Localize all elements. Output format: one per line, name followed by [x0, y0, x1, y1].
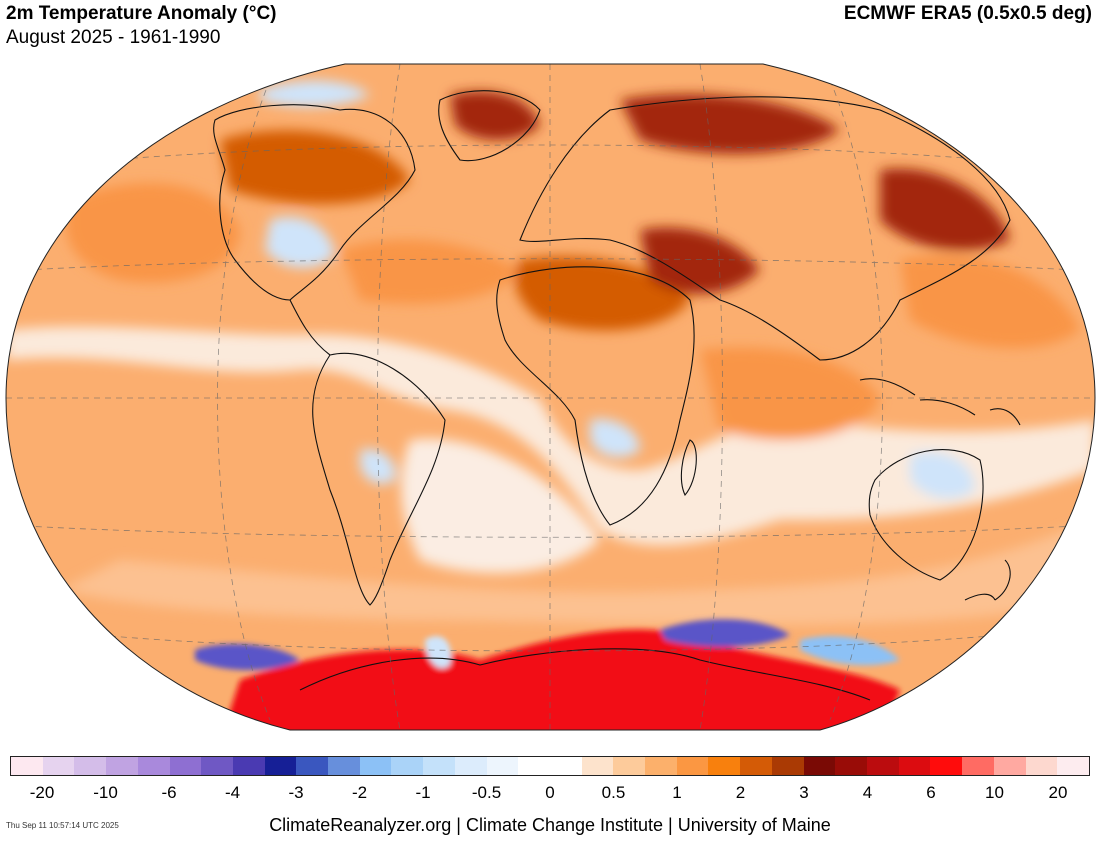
- colorbar-swatch: [1057, 757, 1089, 775]
- east-antarctic-cool: [800, 636, 900, 666]
- colorbar: [10, 756, 1090, 776]
- indian-ocean-warm: [700, 347, 880, 440]
- colorbar-tick-label: 0: [545, 783, 555, 802]
- colorbar-tick-label: -6: [161, 783, 177, 802]
- colorbar-tick-label: -2: [351, 783, 368, 802]
- greenland-coast: [438, 90, 541, 162]
- new-zealand-coast: [964, 559, 1011, 601]
- world-map-svg: [5, 63, 1096, 731]
- colorbar-tick-label: -1: [415, 783, 431, 802]
- colorbar-swatch: [296, 757, 329, 775]
- colorbar-swatch: [866, 757, 899, 775]
- colorbar-swatch: [232, 757, 265, 775]
- map-field: [6, 64, 1095, 730]
- colorbar-swatch: [391, 757, 424, 775]
- southern-ocean-neutral: [60, 520, 1095, 625]
- data-source: ECMWF ERA5 (0.5x0.5 deg): [843, 3, 1092, 24]
- antarctica-coast: [299, 648, 871, 701]
- colorbar-tick-label: 10: [985, 783, 1004, 802]
- canada-hot: [220, 130, 410, 204]
- colorbar-swatch: [993, 757, 1026, 775]
- colorbar-swatch: [803, 757, 836, 775]
- lat-30s-line: [24, 525, 1076, 538]
- colorbar-swatch: [423, 757, 455, 775]
- colorbar-swatch: [74, 757, 107, 775]
- colorbar-swatch: [518, 757, 550, 775]
- colorbar-tick-label: 2: [735, 783, 746, 802]
- madagascar-coast: [680, 439, 697, 497]
- ross-sea-cold: [660, 619, 790, 647]
- weddell-cold: [195, 643, 300, 671]
- southern-africa-cool: [590, 419, 640, 458]
- siberia-hot: [620, 94, 840, 154]
- meridian-60w: [377, 64, 401, 730]
- credits: ClimateReanalyzer.org | Climate Change I…: [269, 815, 831, 835]
- colorbar-swatch: [930, 757, 963, 775]
- colorbar-tick-label: 1: [672, 783, 682, 802]
- south-america-cool: [360, 449, 396, 485]
- anomaly-patches: [6, 80, 1095, 625]
- lat-30n-line: [24, 258, 1076, 271]
- australia-coast: [868, 449, 984, 581]
- eurasia-coast: [519, 96, 1011, 361]
- colorbar-swatch: [581, 757, 614, 775]
- colorbar-tick-label: 3: [799, 783, 809, 802]
- colorbar-swatch: [740, 757, 772, 775]
- colorbar-tick-label: -3: [288, 783, 304, 802]
- central-america-coast: [289, 299, 331, 356]
- coastlines: [213, 90, 1021, 701]
- colorbar-tick-label: -10: [93, 783, 118, 802]
- anomaly-map: [5, 63, 1096, 731]
- eastern-us-cool: [265, 216, 335, 268]
- colorbar-tick-label: -20: [29, 783, 55, 802]
- page-subtitle: August 2025 - 1961-1990: [6, 27, 221, 48]
- colorbar-swatch: [645, 757, 677, 775]
- north-america-coast: [213, 104, 416, 301]
- colorbar-swatch: [676, 757, 709, 775]
- australia-cool: [910, 451, 975, 499]
- colorbar-swatch: [454, 757, 487, 775]
- colorbar-swatch: [771, 757, 804, 775]
- colorbar-swatch: [201, 757, 233, 775]
- colorbar-swatch: [264, 757, 297, 775]
- west-pacific-warm: [900, 254, 1080, 349]
- colorbar-swatch: [962, 757, 994, 775]
- colorbar-swatch: [137, 757, 170, 775]
- greenland-hot: [450, 91, 540, 140]
- colorbar-swatch: [835, 757, 867, 775]
- africa-coast: [496, 266, 695, 526]
- peninsula-cool: [425, 636, 451, 669]
- colorbar-swatch: [11, 757, 43, 775]
- graticule: [6, 64, 1095, 730]
- colorbar-tick-label: 6: [926, 783, 936, 802]
- indonesia-coast: [859, 378, 1021, 426]
- colorbar-swatch: [486, 757, 519, 775]
- east-asia-hot: [880, 168, 1010, 251]
- colorbar-tick-label: 0.5: [601, 783, 626, 802]
- timestamp: Thu Sep 11 10:57:14 UTC 2025: [6, 821, 119, 830]
- colorbar-swatch: [549, 757, 582, 775]
- colorbar-swatch: [328, 757, 360, 775]
- colorbar-swatch: [613, 757, 646, 775]
- colorbar-swatch: [169, 757, 202, 775]
- colorbar-swatch: [42, 757, 75, 775]
- north-atlantic-warm: [340, 239, 520, 304]
- equatorial-neutral-band: [6, 326, 1095, 546]
- colorbar-tick-label: 20: [1048, 783, 1068, 802]
- page-title: 2m Temperature Anomaly (°C): [6, 3, 277, 24]
- colorbar-tick-label: 4: [862, 783, 873, 802]
- colorbar-tick-labels: -20 -10 -6 -4 -3 -2 -1 -0.5 0 0.5 1 2 3 4 6 10 20: [10, 783, 1090, 805]
- middle-east-hot: [640, 227, 760, 294]
- north-pacific-warm: [65, 183, 240, 283]
- colorbar-swatch: [1025, 757, 1058, 775]
- colorbar-tick-label: -4: [224, 783, 241, 802]
- arctic-cool: [260, 80, 370, 107]
- colorbar-swatch: [898, 757, 931, 775]
- colorbar-swatch: [708, 757, 741, 775]
- colorbar-swatch: [359, 757, 392, 775]
- colorbar-tick-label: -0.5: [471, 783, 502, 802]
- meridian-60e: [699, 64, 723, 730]
- colorbar-swatch: [106, 757, 138, 775]
